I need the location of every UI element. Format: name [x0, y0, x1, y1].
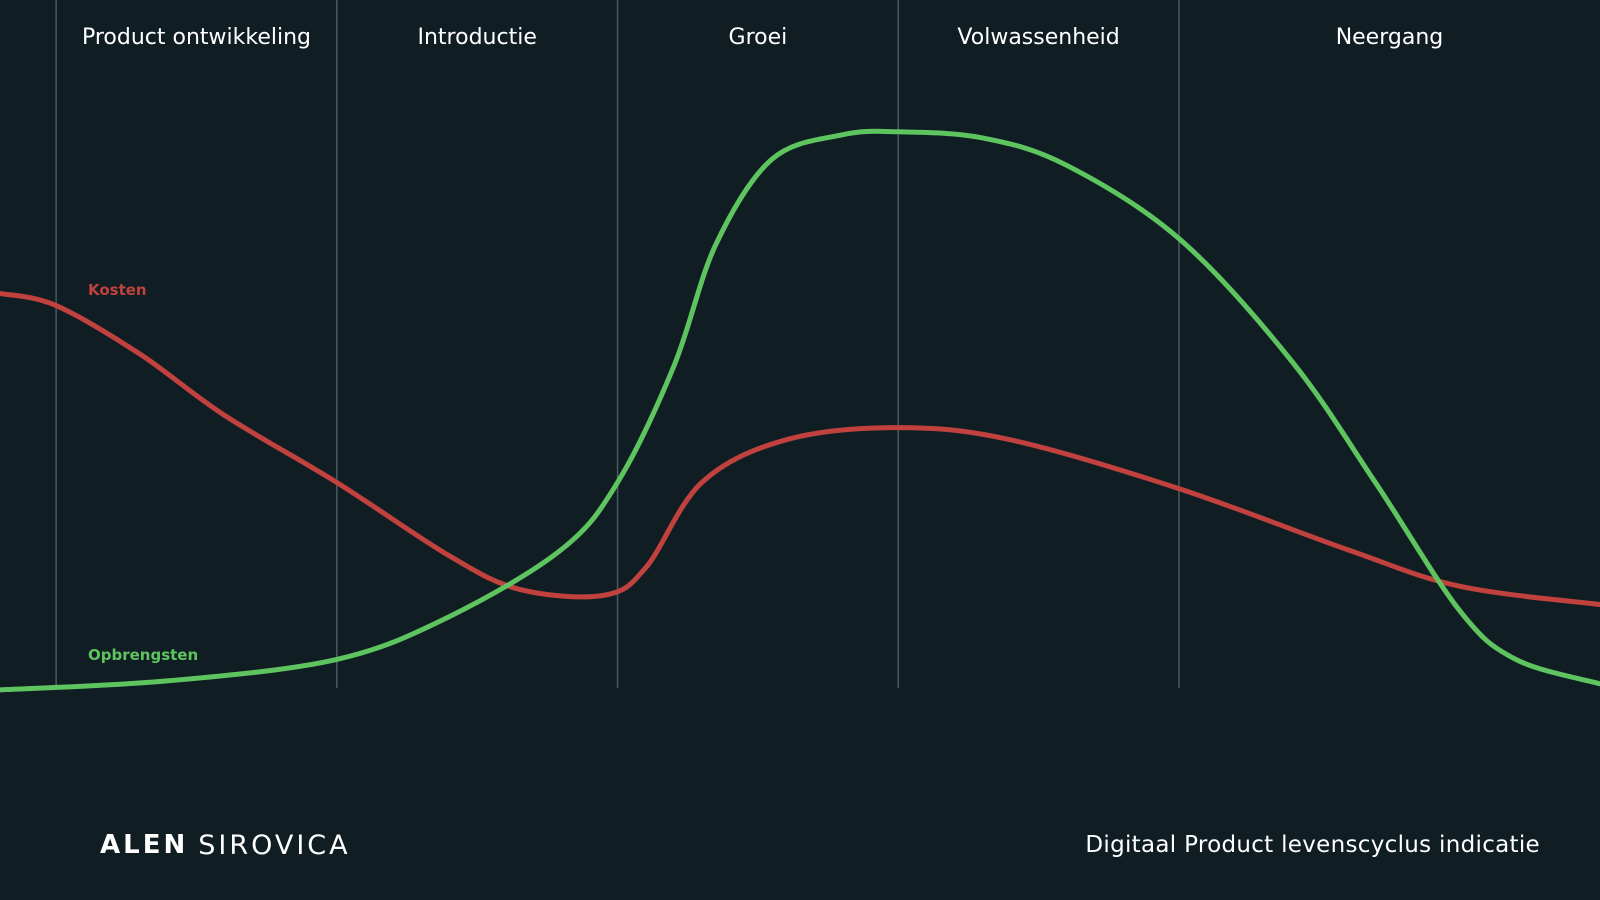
brand-first-name: ALEN: [98, 830, 191, 860]
brand-last-name: SIROVICA: [198, 829, 351, 861]
phase-label-5: Neergang: [1336, 25, 1444, 50]
phase-label-2: Introductie: [418, 25, 537, 50]
phase-label-1: Product ontwikkeling: [82, 25, 311, 50]
series-label-opbrengsten: Opbrengsten: [88, 646, 198, 664]
series-line-kosten: [0, 290, 1600, 607]
phase-label-4: Volwassenheid: [957, 25, 1119, 50]
brand-logo: ALEN SIROVICA: [98, 828, 351, 862]
series-line-opbrengsten: [0, 128, 1600, 693]
chart-caption: Digitaal Product levenscyclus indicatie: [1085, 832, 1540, 858]
brand-first-text: ALEN: [100, 830, 189, 860]
series-label-kosten: Kosten: [88, 281, 147, 299]
phase-label-3: Groei: [729, 25, 788, 50]
